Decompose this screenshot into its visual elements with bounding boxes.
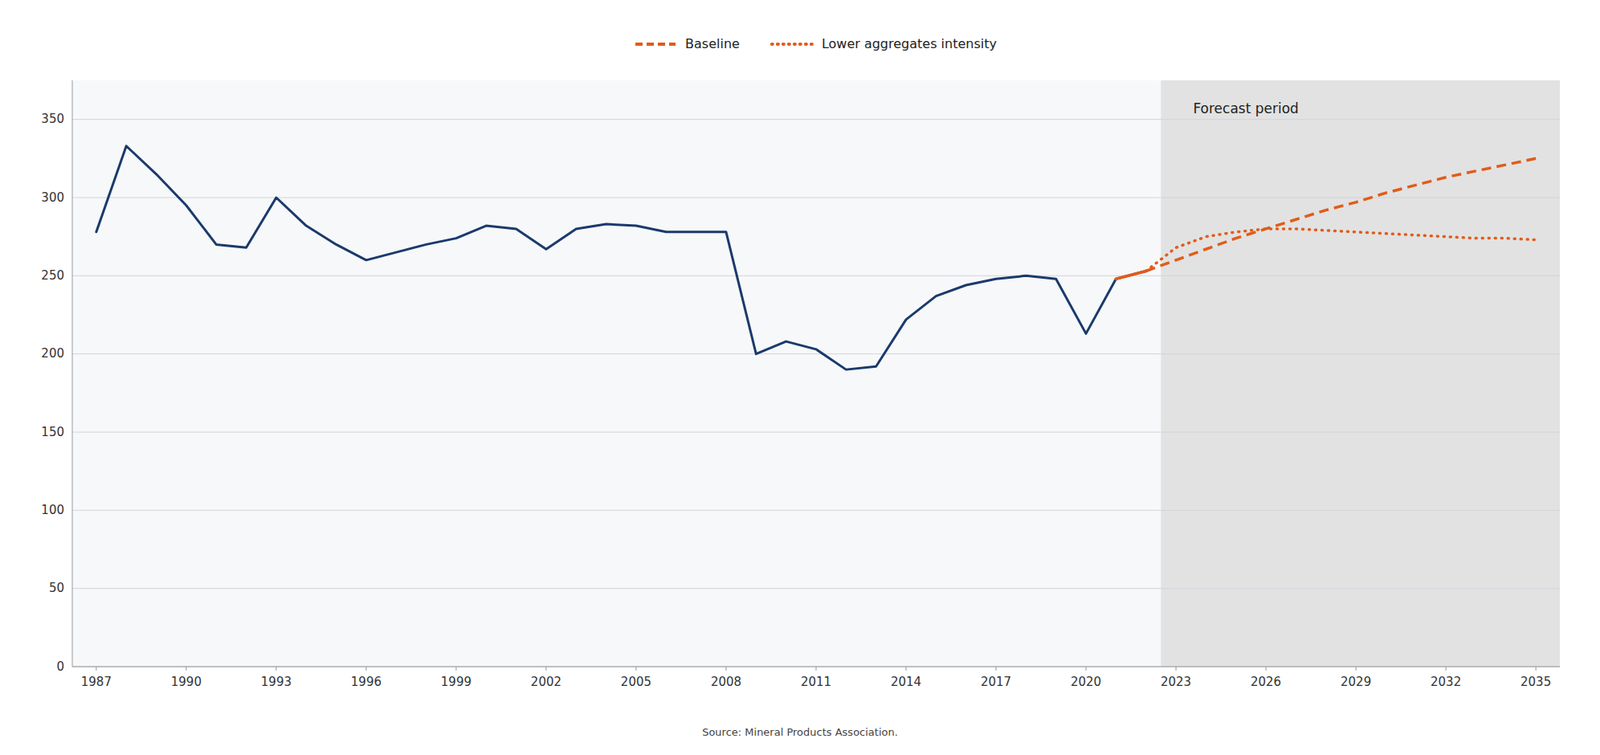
x-tick: [725, 666, 727, 671]
x-tick: [95, 666, 97, 671]
x-tick-label: 2029: [1340, 674, 1372, 690]
series-line: [1115, 270, 1146, 279]
grid-line: [72, 432, 1560, 433]
grid-line: [72, 587, 1560, 589]
x-tick: [365, 666, 367, 671]
x-tick: [1445, 666, 1447, 671]
x-axis: 1987 1990 1993 1996 1999 2002 2005 2008 2011 2014…: [72, 666, 1560, 690]
series-line: [96, 146, 1147, 370]
x-tick-label: 1996: [351, 674, 382, 690]
series-line: [1146, 228, 1536, 272]
x-tick-label: 2014: [890, 674, 922, 690]
x-tick: [185, 666, 187, 671]
legend-item: Baseline: [635, 36, 740, 52]
y-tick-label: 200: [40, 346, 65, 361]
x-tick: [275, 666, 277, 671]
x-tick-label: 2005: [620, 674, 652, 690]
grid-line: [72, 118, 1560, 120]
x-tick-label: 2002: [530, 674, 562, 690]
y-axis-line: [72, 80, 74, 667]
source-note: Source: Mineral Products Association.: [702, 726, 898, 739]
x-tick: [816, 666, 817, 671]
legend-label: Lower aggregates intensity: [821, 36, 997, 52]
annotation: Forecast period: [1192, 100, 1299, 117]
background: [0, 0, 1600, 755]
x-tick-label: 1993: [261, 674, 292, 690]
x-tick-label: 2011: [800, 674, 832, 690]
legend-item: Lower aggregates intensity: [771, 36, 997, 52]
y-tick-label: 350: [40, 111, 65, 127]
x-tick-label: 2020: [1070, 674, 1102, 690]
y-axis: 0 50 100 150 200 250 300 350: [40, 80, 1560, 674]
x-tick-label: 2023: [1160, 674, 1192, 690]
forecast-layer: [1160, 80, 1560, 667]
grid-line: [72, 197, 1560, 199]
grid-line: [72, 510, 1560, 511]
forecast-shading: [1160, 80, 1560, 667]
x-tick-label: 1987: [81, 674, 112, 690]
x-tick: [635, 666, 637, 671]
y-tick-label: 0: [56, 659, 65, 674]
y-tick-label: 250: [40, 268, 65, 283]
x-tick-label: 2026: [1250, 674, 1282, 690]
x-tick: [995, 666, 997, 671]
legend-label: Baseline: [685, 36, 740, 52]
x-tick: [1085, 666, 1087, 671]
x-tick: [1535, 666, 1537, 671]
y-tick-label: 50: [48, 580, 65, 596]
grid-line: [72, 275, 1560, 277]
x-tick-label: 2032: [1430, 674, 1462, 690]
x-tick: [545, 666, 547, 671]
y-tick-label: 150: [40, 424, 65, 440]
x-tick: [1175, 666, 1177, 671]
x-tick: [1265, 666, 1267, 671]
x-tick-label: 1990: [171, 674, 202, 690]
x-tick-label: 1999: [440, 674, 472, 690]
y-tick-label: 100: [40, 502, 65, 518]
x-tick-label: 2035: [1520, 674, 1552, 690]
legend-swatch: [635, 42, 676, 46]
x-tick: [455, 666, 457, 671]
x-tick: [1355, 666, 1357, 671]
series-line: [1146, 158, 1536, 271]
chart: 0 50 100 150 200 250 300 350 1987 1990 1993 1996 199…: [0, 0, 1600, 755]
grid-line: [72, 353, 1560, 355]
y-tick-label: 300: [40, 190, 65, 205]
x-tick: [906, 666, 907, 671]
lines: [96, 146, 1536, 370]
legend: Baseline Lower aggregates intensity: [635, 36, 997, 52]
legend-swatch: [771, 42, 813, 46]
x-tick-label: 2008: [710, 674, 742, 690]
plot-area: [72, 80, 1560, 667]
x-tick-label: 2017: [980, 674, 1012, 690]
